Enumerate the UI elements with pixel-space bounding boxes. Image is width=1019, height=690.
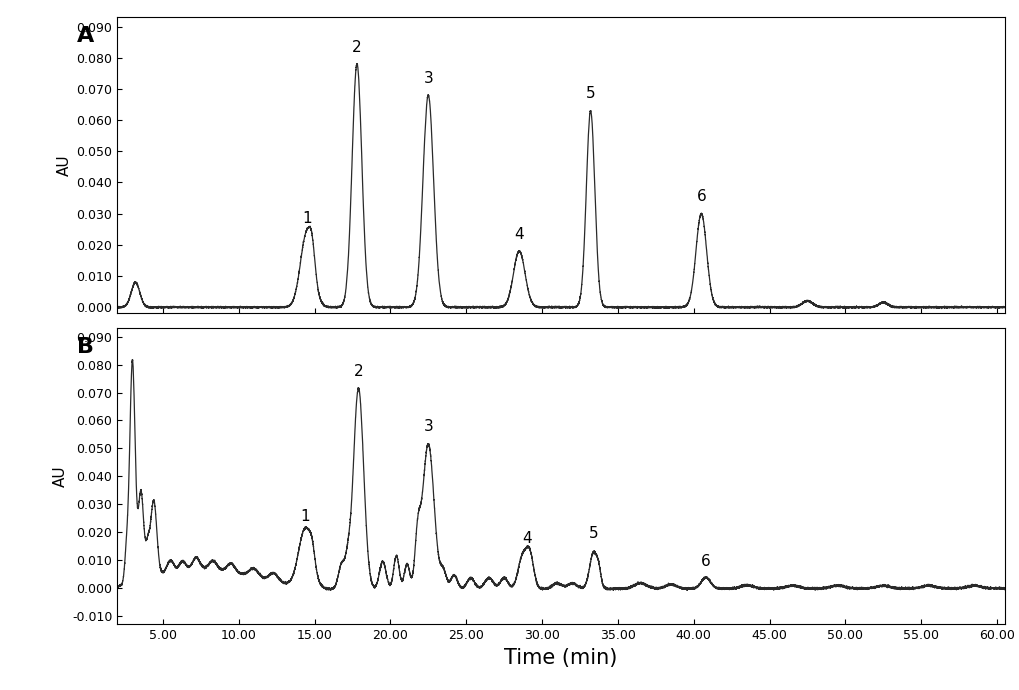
Text: 2: 2 (352, 39, 362, 55)
Y-axis label: AU: AU (57, 155, 72, 176)
Text: 4: 4 (522, 531, 531, 546)
Text: 3: 3 (423, 420, 433, 435)
Text: 5: 5 (585, 86, 595, 101)
Y-axis label: AU: AU (53, 466, 68, 487)
Text: 5: 5 (588, 526, 598, 541)
Text: B: B (77, 337, 95, 357)
Text: 2: 2 (354, 364, 363, 379)
Text: 1: 1 (301, 509, 310, 524)
Text: 3: 3 (423, 71, 433, 86)
Text: 1: 1 (302, 211, 312, 226)
X-axis label: Time (min): Time (min) (503, 648, 618, 668)
Text: A: A (77, 26, 95, 46)
Text: 4: 4 (514, 227, 524, 242)
Text: 6: 6 (696, 189, 705, 204)
Text: 6: 6 (700, 553, 710, 569)
